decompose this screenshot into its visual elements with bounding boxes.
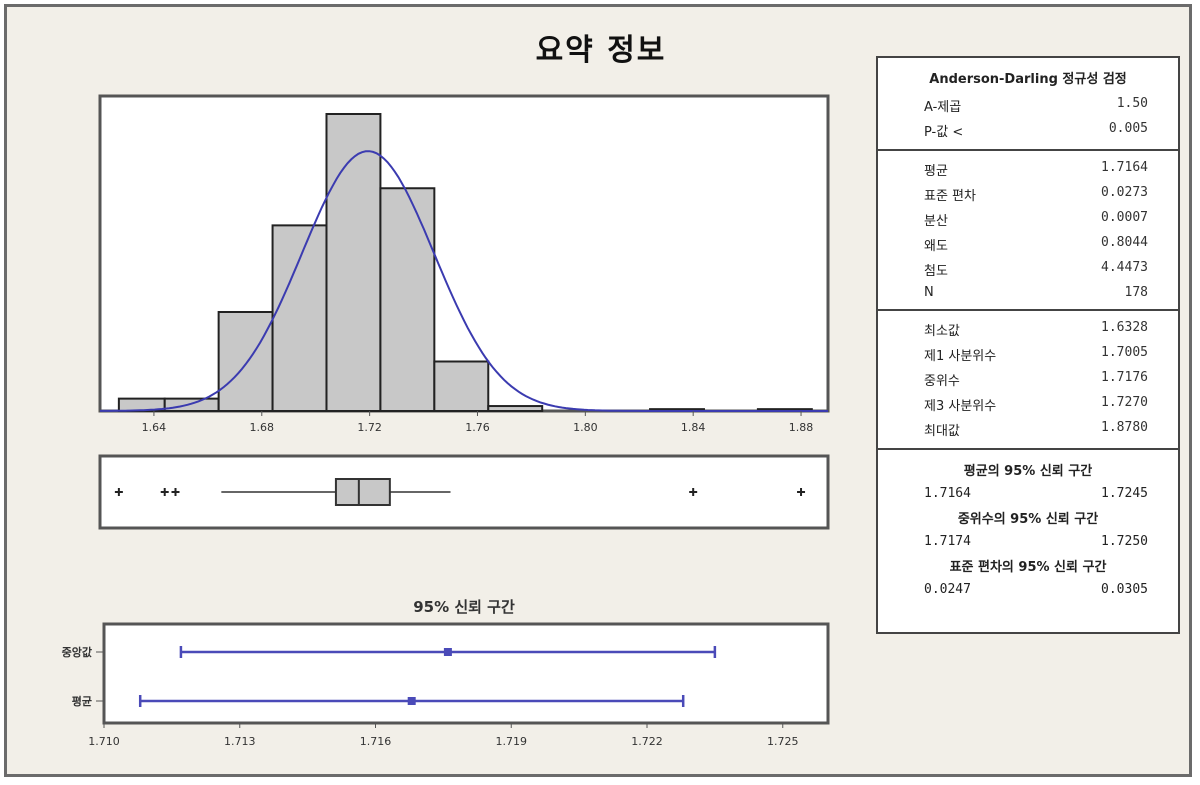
- ci-sd-high: 0.0305: [1101, 582, 1148, 597]
- quantile-stat-label: 제3 사분위수: [924, 399, 997, 414]
- normality-test-header: Anderson-Darling 정규성 검정: [929, 72, 1127, 87]
- quantile-stat-label: 중위수: [924, 374, 960, 389]
- quantile-section: 최소값 1.6328 제1 사분위수 1.7005 중위수 1.7176 제3 사분위수 1.…: [878, 311, 1178, 450]
- ci-sd-low: 0.0247: [924, 582, 971, 597]
- normality-stat-label: A-제곱: [924, 100, 962, 115]
- normality-test-section: Anderson-Darling 정규성 검정 A-제곱 1.50 P-값 < 0.0…: [878, 58, 1178, 151]
- descriptive-stat-row: 평균 1.7164: [888, 157, 1168, 182]
- descriptive-stat-label: 평균: [924, 164, 948, 179]
- quantile-stat-row: 중위수 1.7176: [888, 367, 1168, 392]
- quantile-stat-row: 제3 사분위수 1.7270: [888, 392, 1168, 417]
- ci-median-label: 중위수의 95% 신뢰 구간: [957, 512, 1099, 527]
- ci-mean-values: 1.7164 1.7245: [888, 483, 1168, 504]
- ci-median-low: 1.7174: [924, 534, 971, 549]
- descriptive-stat-row: 분산 0.0007: [888, 207, 1168, 232]
- ci-mean-high: 1.7245: [1101, 486, 1148, 501]
- ci-mean-label: 평균의 95% 신뢰 구간: [963, 464, 1093, 479]
- normality-stat-value: 1.50: [1116, 96, 1148, 111]
- descriptive-stat-value: 178: [1124, 285, 1148, 300]
- quantile-stat-row: 최소값 1.6328: [888, 317, 1168, 342]
- descriptive-stat-row: 첨도 4.4473: [888, 257, 1168, 282]
- ci-sd-label: 표준 편차의 95% 신뢰 구간: [949, 560, 1107, 575]
- normality-stat-label: P-값 <: [924, 125, 964, 140]
- quantile-stat-value: 1.7270: [1101, 395, 1148, 410]
- descriptive-stat-label: 분산: [924, 214, 948, 229]
- descriptive-stat-row: N 178: [888, 282, 1168, 303]
- quantile-stat-value: 1.7176: [1101, 370, 1148, 385]
- descriptive-stat-value: 0.8044: [1101, 235, 1148, 250]
- descriptive-stat-value: 4.4473: [1101, 260, 1148, 275]
- stats-panel: Anderson-Darling 정규성 검정 A-제곱 1.50 P-값 < 0.0…: [876, 56, 1180, 634]
- descriptive-stat-label: 왜도: [924, 239, 948, 254]
- quantile-stat-label: 최소값: [924, 324, 960, 339]
- normality-stat-value: 0.005: [1108, 121, 1148, 136]
- quantile-stat-value: 1.6328: [1101, 320, 1148, 335]
- ci-mean-low: 1.7164: [924, 486, 971, 501]
- quantile-stat-row: 제1 사분위수 1.7005: [888, 342, 1168, 367]
- confidence-interval-section: 평균의 95% 신뢰 구간 1.7164 1.7245 중위수의 95% 신뢰 …: [878, 450, 1178, 606]
- descriptive-stat-value: 1.7164: [1101, 160, 1148, 175]
- descriptive-stat-row: 표준 편차 0.0273: [888, 182, 1168, 207]
- quantile-stat-value: 1.7005: [1101, 345, 1148, 360]
- normality-stat-row: P-값 < 0.005: [888, 118, 1168, 143]
- ci-median-high: 1.7250: [1101, 534, 1148, 549]
- quantile-stat-label: 최대값: [924, 424, 960, 439]
- descriptive-stat-label: 첨도: [924, 264, 948, 279]
- normality-stat-row: A-제곱 1.50: [888, 93, 1168, 118]
- page-title: 요약 정보: [535, 33, 667, 68]
- quantile-stat-row: 최대값 1.8780: [888, 417, 1168, 442]
- descriptive-stat-value: 0.0007: [1101, 210, 1148, 225]
- quantile-stat-label: 제1 사분위수: [924, 349, 997, 364]
- descriptive-stat-label: N: [924, 285, 934, 300]
- descriptive-stat-row: 왜도 0.8044: [888, 232, 1168, 257]
- ci-sd-values: 0.0247 0.0305: [888, 579, 1168, 600]
- descriptive-stat-label: 표준 편차: [924, 189, 976, 204]
- ci-median-values: 1.7174 1.7250: [888, 531, 1168, 552]
- descriptive-stat-value: 0.0273: [1101, 185, 1148, 200]
- descriptive-stats-section: 평균 1.7164 표준 편차 0.0273 분산 0.0007 왜도 0.8044 첨도 4.4…: [878, 151, 1178, 311]
- quantile-stat-value: 1.8780: [1101, 420, 1148, 435]
